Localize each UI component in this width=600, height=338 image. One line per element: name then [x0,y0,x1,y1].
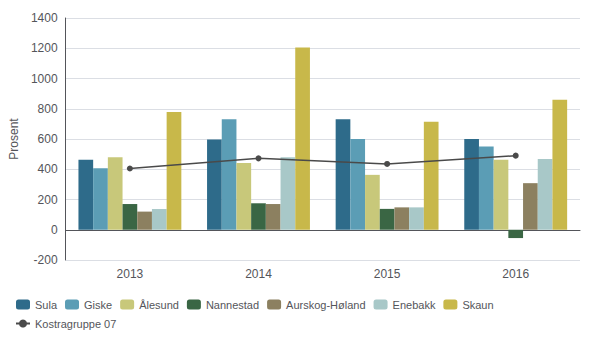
svg-text:Nannestad: Nannestad [206,299,259,311]
svg-text:400: 400 [38,162,58,176]
svg-text:0: 0 [51,223,58,237]
svg-text:2016: 2016 [502,267,529,281]
svg-text:Prosent: Prosent [7,118,21,160]
svg-text:Kostragruppe 07: Kostragruppe 07 [35,318,116,330]
svg-text:1200: 1200 [31,41,58,55]
svg-text:2014: 2014 [245,267,272,281]
svg-text:2015: 2015 [374,267,401,281]
svg-text:Aurskog-Høland: Aurskog-Høland [286,299,365,311]
svg-text:Giske: Giske [84,299,112,311]
svg-text:800: 800 [38,102,58,116]
svg-text:2013: 2013 [117,267,144,281]
svg-text:600: 600 [38,132,58,146]
svg-text:200: 200 [38,193,58,207]
svg-text:Sula: Sula [35,299,58,311]
svg-text:1000: 1000 [31,72,58,86]
svg-text:1400: 1400 [31,11,58,25]
svg-text:Ålesund: Ålesund [139,299,179,311]
svg-text:Enebakk: Enebakk [393,299,436,311]
svg-text:Skaun: Skaun [462,299,493,311]
svg-text:-200: -200 [34,253,58,267]
